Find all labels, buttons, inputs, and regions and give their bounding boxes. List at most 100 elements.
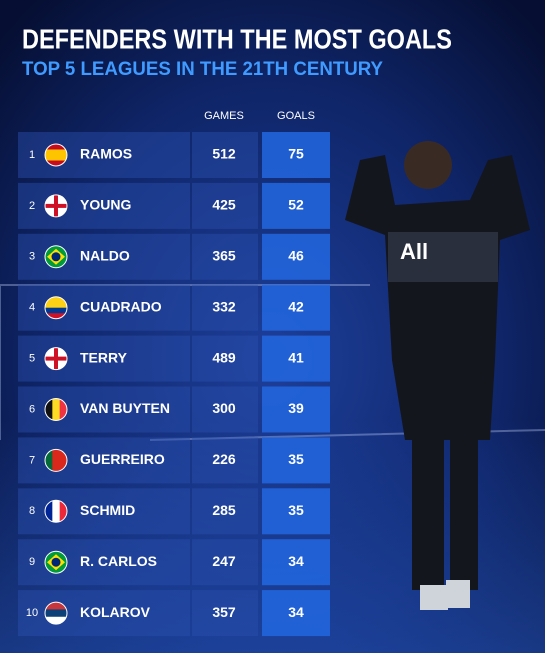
goals: 35 [288, 502, 304, 518]
rank: 10 [26, 607, 38, 619]
goals-cell [262, 590, 330, 637]
goals: 52 [288, 197, 304, 213]
player-name: TERRY [80, 349, 128, 365]
goals: 34 [288, 553, 304, 569]
column-header: GOALS [277, 110, 315, 122]
flag-stripe [45, 296, 67, 303]
flag [45, 194, 67, 217]
player-name: VAN BUYTEN [80, 400, 170, 416]
flag-stripe [45, 149, 67, 156]
flag-stripe [59, 500, 67, 523]
flag [45, 449, 67, 472]
rank: 8 [29, 505, 35, 517]
games-cell [192, 386, 258, 433]
games-cell [192, 590, 258, 637]
goals-cell [262, 386, 330, 433]
flag [45, 602, 67, 625]
player-name: NALDO [80, 248, 130, 264]
flag-ring [44, 601, 68, 625]
flag-stripe [59, 449, 67, 472]
player-silhouette [345, 141, 530, 610]
games: 226 [212, 451, 236, 467]
flag-stripe [45, 144, 67, 150]
flag [45, 551, 67, 574]
rank: 6 [29, 403, 35, 415]
games: 332 [212, 298, 236, 314]
games-cell [192, 182, 258, 229]
goals-cell [262, 284, 330, 331]
flag [45, 398, 67, 421]
player-name: CUADRADO [80, 298, 162, 314]
rank: 2 [29, 200, 35, 212]
player-name: RAMOS [80, 146, 132, 162]
rank: 9 [29, 556, 35, 568]
games-cell [192, 539, 258, 586]
games: 285 [212, 502, 236, 518]
rank: 1 [29, 149, 35, 161]
games-cell [192, 284, 258, 331]
flag-stripe [52, 449, 61, 472]
player-name: R. CARLOS [80, 553, 157, 569]
goals-cell [262, 437, 330, 484]
flag-ring [44, 194, 68, 218]
flag-stripe [45, 500, 53, 523]
rank: 3 [29, 251, 35, 263]
flag-stripe [45, 313, 67, 319]
games-cell [192, 132, 258, 178]
flag-ring [44, 499, 68, 523]
goals: 39 [288, 400, 304, 416]
flag [45, 144, 67, 166]
games: 357 [212, 604, 236, 620]
goals-cell [262, 335, 330, 382]
flag-ring [44, 143, 68, 167]
flag-cross [45, 356, 67, 361]
games: 512 [212, 146, 236, 162]
flag [45, 500, 67, 523]
games-cell [192, 437, 258, 484]
flag-stripe [52, 500, 61, 523]
goals: 42 [288, 298, 304, 314]
games: 489 [212, 349, 236, 365]
rank: 5 [29, 353, 35, 365]
goals-cell [262, 539, 330, 586]
goals: 35 [288, 451, 304, 467]
games: 365 [212, 248, 236, 264]
rank: 7 [29, 454, 35, 466]
flag-stripe [52, 398, 61, 421]
flag-globe [51, 557, 61, 567]
flag-stripe [59, 398, 67, 421]
goals: 46 [288, 248, 304, 264]
flag-ring [44, 296, 68, 320]
flag-stripe [45, 307, 67, 314]
goals: 41 [288, 349, 304, 365]
goals-cell [262, 132, 330, 178]
flag [45, 347, 67, 370]
flag-stripe [45, 616, 67, 625]
flag-stripe [45, 609, 67, 618]
flag-cross [45, 203, 67, 208]
flag-stripe [45, 160, 67, 166]
flag-stripe [45, 155, 67, 161]
rank: 4 [29, 302, 35, 314]
games-cell [192, 233, 258, 280]
player-name: YOUNG [80, 197, 131, 213]
table: 1 RAMOS 512 752 YOUNG 425 523 NALDO 365 464 CUADRA… [18, 132, 330, 637]
subtitle: TOP 5 LEAGUES IN THE 21TH CENTURY [22, 59, 383, 80]
goals-cell [262, 182, 330, 229]
flag-globe [51, 252, 61, 262]
flag-stripe [45, 602, 67, 610]
flag-ring [44, 347, 68, 371]
flag-ring [44, 245, 68, 269]
goals-cell [262, 233, 330, 280]
flag [45, 245, 67, 268]
games: 425 [212, 197, 236, 213]
goals-cell [262, 488, 330, 535]
flag-ring [44, 448, 68, 472]
player-name: KOLAROV [80, 604, 151, 620]
column-header: GAMES [204, 110, 244, 122]
games: 247 [212, 553, 236, 569]
games-cell [192, 335, 258, 382]
shirt-logo: All [400, 239, 428, 264]
games-cell [192, 488, 258, 535]
